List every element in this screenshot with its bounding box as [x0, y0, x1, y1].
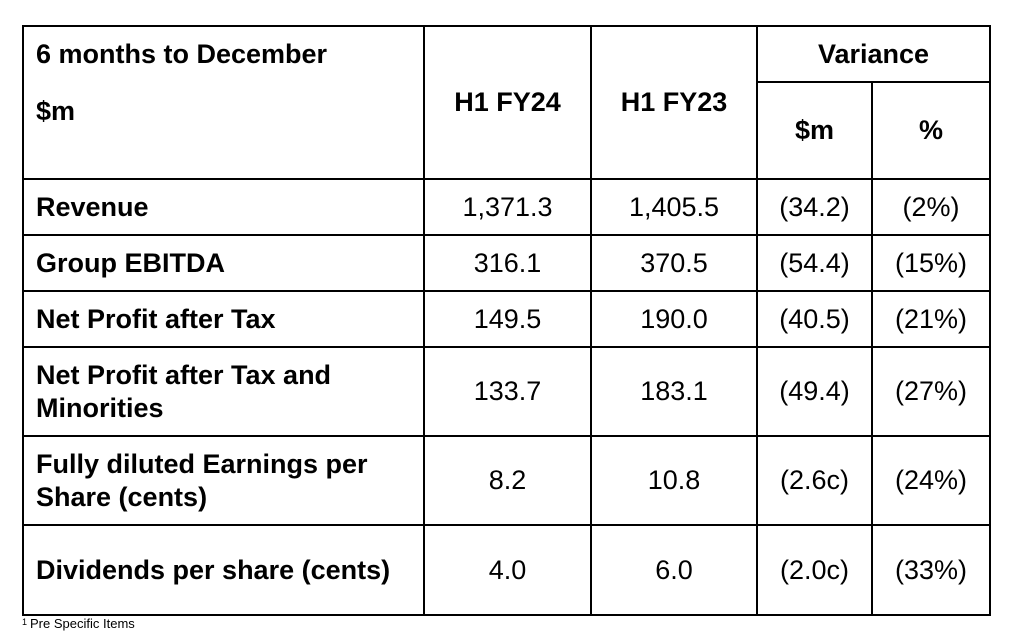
footnote: 1 Pre Specific Items — [22, 616, 135, 632]
table-row: Net Profit after Tax 149.5 190.0 (40.5) … — [22, 290, 991, 348]
value-prior: 190.0 — [590, 290, 758, 348]
row-label: Dividends per share (cents) — [22, 524, 425, 616]
value-current: 316.1 — [423, 234, 592, 292]
value-prior: 6.0 — [590, 524, 758, 616]
row-label: Group EBITDA — [22, 234, 425, 292]
footnote-marker: 1 — [22, 617, 28, 627]
value-variance-pct: (15%) — [871, 234, 991, 292]
value-current: 149.5 — [423, 290, 592, 348]
value-variance-abs: (40.5) — [756, 290, 873, 348]
value-variance-abs: (2.0c) — [756, 524, 873, 616]
value-prior: 1,405.5 — [590, 178, 758, 236]
footnote-text: Pre Specific Items — [30, 616, 135, 631]
table-subheader-row: $m % — [23, 81, 991, 180]
table-header-row: 6 months to December $m H1 FY24 H1 FY23 … — [22, 25, 991, 180]
value-variance-pct: (33%) — [871, 524, 991, 616]
table-row: Dividends per share (cents) 4.0 6.0 (2.0… — [22, 524, 991, 616]
value-current: 8.2 — [423, 435, 592, 526]
value-prior: 183.1 — [590, 346, 758, 437]
value-current: 133.7 — [423, 346, 592, 437]
value-current: 4.0 — [423, 524, 592, 616]
value-variance-abs: (49.4) — [756, 346, 873, 437]
unit-label: $m — [36, 96, 76, 126]
value-variance-pct: (21%) — [871, 290, 991, 348]
value-variance-abs: (34.2) — [756, 178, 873, 236]
value-variance-pct: (2%) — [871, 178, 991, 236]
row-label: Fully diluted Earnings per Share (cents) — [22, 435, 425, 526]
period-header-cell: 6 months to December $m — [22, 25, 425, 180]
variance-abs-header: $m — [756, 81, 873, 180]
row-label: Net Profit after Tax and Minorities — [22, 346, 425, 437]
table-row: Revenue 1,371.3 1,405.5 (34.2) (2%) — [22, 178, 991, 236]
period-label: 6 months to December — [36, 39, 328, 69]
row-label: Net Profit after Tax — [22, 290, 425, 348]
variance-header: Variance — [756, 25, 991, 83]
value-prior: 10.8 — [590, 435, 758, 526]
value-prior: 370.5 — [590, 234, 758, 292]
row-label: Revenue — [22, 178, 425, 236]
value-current: 1,371.3 — [423, 178, 592, 236]
value-variance-pct: (27%) — [871, 346, 991, 437]
col-header-prior: H1 FY23 — [590, 25, 758, 180]
financial-summary-table: 6 months to December $m H1 FY24 H1 FY23 … — [22, 25, 991, 616]
table-row: Net Profit after Tax and Minorities 133.… — [22, 346, 991, 437]
value-variance-pct: (24%) — [871, 435, 991, 526]
value-variance-abs: (54.4) — [756, 234, 873, 292]
table-row: Group EBITDA 316.1 370.5 (54.4) (15%) — [22, 234, 991, 292]
col-header-current: H1 FY24 — [423, 25, 592, 180]
value-variance-abs: (2.6c) — [756, 435, 873, 526]
variance-pct-header: % — [871, 81, 991, 180]
table-row: Fully diluted Earnings per Share (cents)… — [22, 435, 991, 526]
